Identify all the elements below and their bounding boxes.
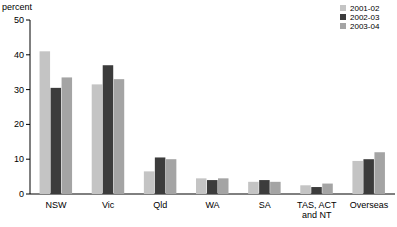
- x-tick-label-line: NSW: [46, 200, 68, 210]
- y-tick-label: 40: [14, 50, 24, 60]
- x-tick-label: NSW: [46, 200, 68, 210]
- bar: [218, 178, 229, 194]
- bar: [51, 88, 62, 194]
- bar: [144, 171, 155, 194]
- bar: [363, 159, 374, 194]
- x-tick-label-line: and NT: [302, 210, 332, 220]
- y-tick-label: 20: [14, 119, 24, 129]
- bar: [196, 178, 207, 194]
- bar: [166, 159, 177, 194]
- y-tick-label: 10: [14, 154, 24, 164]
- legend-swatch: [340, 23, 346, 29]
- y-tick-label: 50: [14, 15, 24, 25]
- bar: [62, 77, 72, 194]
- bar: [248, 182, 259, 194]
- x-tick-label: TAS, ACTand NT: [297, 200, 337, 220]
- x-tick-label-line: SA: [259, 200, 271, 210]
- y-tick-label: 0: [19, 189, 24, 199]
- bar: [207, 180, 218, 194]
- x-tick-label-line: TAS, ACT: [297, 200, 337, 210]
- bar: [155, 157, 166, 194]
- legend-label: 2003-04: [350, 22, 380, 31]
- x-tick-label: Overseas: [350, 200, 389, 210]
- chart: percent 0 10 20 30 40 50 NSW Vic Qld WA SA TAS, ACTa…: [0, 0, 397, 227]
- legend-label: 2001-02: [350, 4, 380, 13]
- y-tick-label: 30: [14, 85, 24, 95]
- bar: [311, 187, 322, 194]
- y-tick: [26, 20, 30, 21]
- x-tick-label: WA: [205, 200, 219, 210]
- y-label: percent: [2, 2, 33, 12]
- bar: [352, 161, 363, 194]
- bar: [259, 180, 270, 194]
- y-axis: [30, 20, 31, 194]
- x-tick-label-line: Qld: [153, 200, 167, 210]
- bar: [92, 84, 103, 194]
- y-tick: [26, 54, 30, 55]
- y-tick: [26, 194, 30, 195]
- bar: [103, 65, 114, 194]
- y-tick: [26, 89, 30, 90]
- x-tick-label: Qld: [153, 200, 167, 210]
- bars: [40, 51, 385, 194]
- bar: [322, 184, 333, 194]
- legend-label: 2002-03: [350, 13, 380, 22]
- bar: [114, 79, 125, 194]
- x-tick-label-line: Overseas: [350, 200, 389, 210]
- x-tick-label: Vic: [102, 200, 115, 210]
- x-tick-label-line: WA: [205, 200, 219, 210]
- bar: [40, 51, 51, 194]
- y-tick: [26, 124, 30, 125]
- bar: [374, 152, 385, 194]
- x-tick-label-line: Vic: [102, 200, 115, 210]
- x-tick-label: SA: [259, 200, 271, 210]
- legend-swatch: [340, 14, 346, 20]
- bar: [300, 185, 311, 194]
- bar: [270, 182, 281, 194]
- legend-swatch: [340, 5, 346, 11]
- y-tick: [26, 159, 30, 160]
